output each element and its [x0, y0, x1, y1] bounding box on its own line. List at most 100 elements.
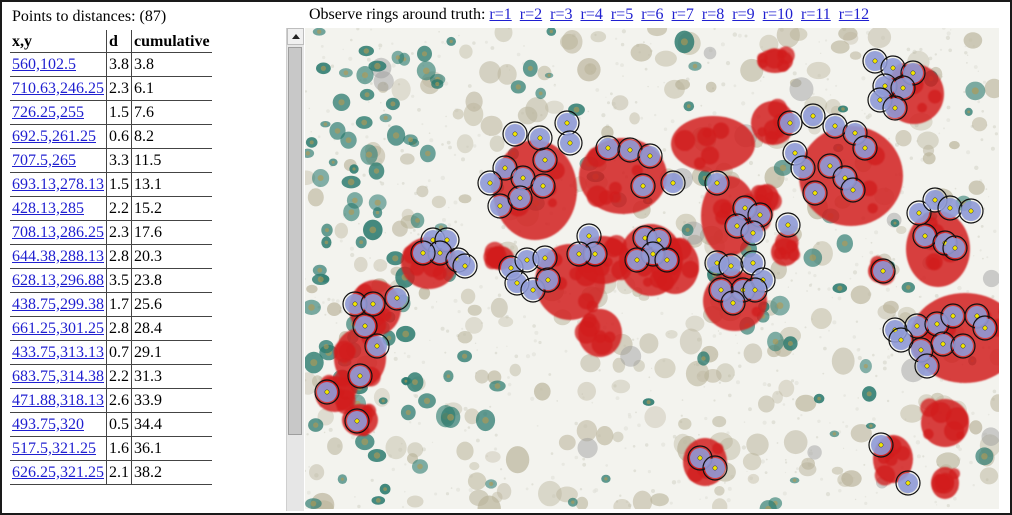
point-marker	[730, 300, 736, 306]
ring-link-r-5[interactable]: r=5	[610, 6, 634, 23]
scroll-thumb[interactable]	[288, 47, 302, 435]
green-cell-core	[365, 151, 373, 158]
texture-speck	[587, 110, 590, 113]
texture-speck	[855, 407, 859, 411]
nucleus	[364, 333, 390, 359]
tan-cell	[575, 496, 589, 509]
cell-d: 2.3	[106, 76, 132, 101]
tissue-image[interactable]	[305, 28, 999, 509]
texture-speck	[406, 354, 411, 359]
ring-link-r-10[interactable]: r=10	[762, 6, 793, 23]
point-link[interactable]: 471.88,318.13	[12, 392, 104, 409]
green-cell-core	[323, 122, 328, 126]
point-link[interactable]: 710.63,246.25	[12, 80, 104, 97]
texture-speck	[855, 449, 858, 451]
green-cell-core	[776, 302, 784, 309]
ring-link-r-4[interactable]: r=4	[580, 6, 603, 23]
tan-cell	[712, 498, 728, 509]
tan-cell	[896, 226, 907, 234]
microscopy-image-viewer[interactable]	[305, 28, 999, 509]
truth-ring	[360, 291, 386, 317]
texture-speck	[808, 451, 813, 456]
green-cell-core	[390, 101, 396, 107]
point-link[interactable]: 693.13,278.13	[12, 176, 104, 193]
point-marker	[960, 343, 966, 349]
nucleus	[530, 173, 556, 199]
nucleus	[410, 240, 436, 266]
ring-link-r-8[interactable]: r=8	[701, 6, 725, 23]
texture-speck	[888, 221, 891, 224]
texture-speck	[633, 469, 637, 473]
texture-speck	[645, 443, 649, 447]
point-link[interactable]: 438.75,299.38	[12, 296, 104, 313]
tan-cell	[678, 418, 692, 430]
texture-speck	[550, 452, 554, 455]
ring-link-r-7[interactable]: r=7	[671, 6, 694, 23]
nucleus	[895, 470, 921, 496]
point-marker	[530, 287, 536, 293]
scroll-up-arrow-icon[interactable]	[287, 28, 304, 45]
ring-link-r-12[interactable]: r=12	[838, 6, 870, 23]
green-cell-core	[573, 106, 580, 113]
green-cell-core	[375, 498, 381, 503]
texture-speck	[497, 293, 502, 297]
texture-speck	[918, 296, 921, 298]
tan-cell	[772, 390, 783, 404]
tan-cell	[611, 95, 629, 111]
truth-ring	[895, 470, 921, 496]
texture-speck	[350, 435, 355, 440]
point-link[interactable]: 560,102.5	[12, 56, 76, 73]
texture-speck	[966, 62, 968, 64]
nucleus	[687, 445, 713, 471]
ring-link-r-2[interactable]: r=2	[519, 6, 543, 23]
point-link[interactable]: 517.5,321.25	[12, 440, 96, 457]
point-link[interactable]: 493.75,320	[12, 416, 84, 433]
texture-speck	[636, 337, 639, 340]
nucleus	[520, 277, 546, 303]
texture-speck	[411, 94, 415, 98]
table-scrollbar[interactable]	[286, 28, 304, 511]
point-marker	[890, 65, 896, 71]
point-link[interactable]: 707.5,265	[12, 152, 76, 169]
cell-d: 0.6	[106, 124, 132, 149]
point-link[interactable]: 661.25,301.25	[12, 320, 104, 337]
nucleus	[566, 241, 592, 267]
texture-speck	[953, 496, 957, 501]
texture-speck	[306, 490, 311, 495]
texture-speck	[417, 233, 420, 236]
nucleus	[384, 285, 410, 311]
tan-cell	[789, 78, 802, 88]
red-blob-fragment	[575, 263, 598, 287]
ring-link-r-11[interactable]: r=11	[801, 6, 831, 23]
point-link[interactable]: 726.25,255	[12, 104, 84, 121]
texture-speck	[784, 459, 787, 461]
ring-link-r-3[interactable]: r=3	[550, 6, 573, 23]
tan-cell	[665, 330, 678, 339]
point-marker	[586, 233, 592, 239]
red-blob-fragment	[649, 270, 668, 289]
point-link[interactable]: 644.38,288.13	[12, 248, 104, 265]
point-link[interactable]: 428.13,285	[12, 200, 84, 217]
ring-link-r-9[interactable]: r=9	[732, 6, 755, 23]
truth-ring	[822, 113, 848, 139]
green-cell-core	[373, 452, 381, 459]
texture-speck	[320, 45, 324, 48]
point-link[interactable]: 628.13,296.88	[12, 272, 104, 289]
texture-speck	[503, 477, 506, 480]
point-link[interactable]: 433.75,313.13	[12, 344, 104, 361]
point-link[interactable]: 683.75,314.38	[12, 368, 104, 385]
ring-link-r-6[interactable]: r=6	[641, 6, 664, 23]
table-row: 726.25,255 1.5 7.6	[10, 100, 212, 125]
nucleus	[912, 223, 938, 249]
green-cell-core	[809, 254, 817, 261]
point-link[interactable]: 708.13,286.25	[12, 224, 104, 241]
texture-speck	[377, 268, 379, 270]
point-link[interactable]: 626.25,321.25	[12, 464, 104, 481]
texture-speck	[621, 29, 626, 34]
ring-link-r-1[interactable]: r=1	[489, 6, 512, 23]
point-marker	[444, 237, 450, 243]
texture-speck	[473, 144, 477, 148]
truth-ring	[654, 247, 680, 273]
point-link[interactable]: 692.5,261.25	[12, 128, 96, 145]
cell-cumulative: 8.2	[131, 124, 212, 149]
